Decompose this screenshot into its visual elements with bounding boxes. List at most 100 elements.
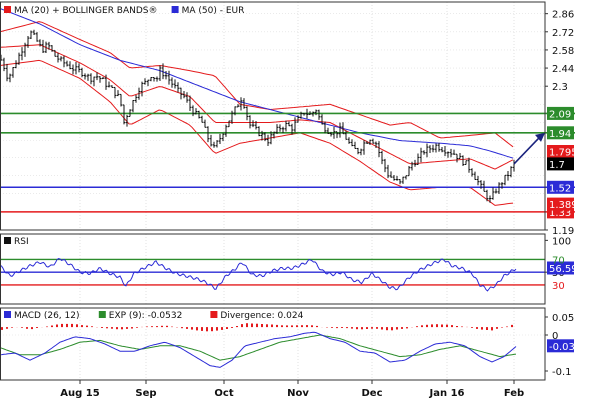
rsi-badge-0-label: 56.59 [549, 264, 578, 275]
ohlc-bar [104, 74, 108, 90]
rsi-panel [0, 258, 545, 292]
level-badge-2: 1.52 [547, 180, 574, 194]
ohlc-bar [149, 77, 153, 82]
ohlc-bar [392, 175, 396, 181]
legend-swatch-0 [4, 311, 11, 318]
lower-bollinger-band [0, 59, 514, 206]
ohlc-bar [458, 153, 462, 159]
legend-label-1: EXP (9): -0.0532 [109, 311, 183, 321]
ohlc-bar [383, 158, 387, 173]
ohlc-bar [500, 182, 504, 189]
ohlc-bar [368, 139, 372, 145]
ohlc-bar [347, 137, 351, 144]
level-badge-2-label: 1.52 [549, 183, 571, 194]
macd-frame [0, 307, 546, 381]
ohlc-bar [59, 56, 63, 62]
ohlc-bar [137, 87, 141, 100]
ohlc-bar [488, 195, 492, 203]
ohlc-bar [461, 155, 465, 166]
level-badge-3-label: 1.33 [549, 208, 571, 219]
x-tick-label-1: Sep [135, 388, 156, 399]
divergence-histogram [1, 323, 513, 332]
ohlc-bar [179, 87, 183, 100]
ohlc-bar [476, 175, 480, 186]
ohlc-bar [14, 60, 18, 69]
price-badge-0-label: 1.7958 [549, 148, 584, 159]
ohlc-bar [134, 94, 138, 103]
upper-bollinger-band [0, 21, 514, 148]
ohlc-bar [5, 63, 9, 82]
x-tick-label-2: Oct [214, 388, 233, 399]
ohlc-bar [188, 95, 192, 111]
ohlc-bar [371, 138, 375, 144]
ohlc-bar [401, 176, 405, 184]
ohlc-bar [290, 123, 294, 135]
ohlc-bar [80, 67, 84, 78]
ohlc-bar [266, 134, 270, 146]
ohlc-bar [62, 55, 66, 68]
legend-label-0: MACD (26, 12) [14, 311, 80, 321]
ohlc-bar [410, 161, 414, 171]
ohlc-bar [473, 171, 477, 180]
ohlc-bar [407, 166, 411, 177]
ohlc-bar [416, 153, 420, 165]
legend-swatch-1 [98, 311, 106, 318]
ohlc-bar [11, 67, 15, 78]
ohlc-bar [422, 150, 426, 155]
ohlc-bar [353, 141, 357, 149]
price-tick-label-3: 2.44 [552, 64, 574, 75]
ohlc-bar [305, 108, 309, 119]
ohlc-bar [257, 126, 261, 137]
ohlc-bar [284, 120, 288, 132]
ohlc-bar [185, 92, 189, 103]
forecast-arrow-shaft [513, 135, 542, 165]
ohlc-bar [17, 52, 21, 65]
ohlc-bar [47, 41, 51, 50]
ohlc-bar [329, 131, 333, 137]
ohlc-bar [377, 141, 381, 158]
ohlc-bar [77, 63, 81, 73]
price-tick-label-0: 2.86 [552, 10, 574, 21]
ohlc-bar [110, 85, 114, 88]
price-badge-1-box [547, 157, 574, 171]
ohlc-bar [419, 147, 423, 163]
legend-swatch-0 [4, 237, 11, 244]
ohlc-bars [0, 29, 516, 203]
legends: MA (20) + BOLLINGER BANDS® MA (50) - EUR R… [4, 6, 304, 321]
level-badge-1: 1.94 [547, 126, 574, 140]
ohlc-bar [395, 175, 399, 181]
ohlc-bar [335, 131, 339, 139]
ohlc-bar [308, 111, 312, 115]
ohlc-bar [251, 120, 255, 128]
level-badge-0-label: 2.09 [549, 109, 571, 120]
ohlc-bar [386, 164, 390, 179]
level-badge-1-box [547, 126, 574, 140]
ohlc-bar [338, 122, 342, 138]
ohlc-bar [182, 91, 186, 99]
ohlc-bar [299, 111, 303, 119]
ohlc-bar [269, 131, 273, 145]
ohlc-bar [119, 93, 123, 107]
ohlc-bar [113, 87, 117, 99]
legend-label-0: RSI [14, 237, 29, 247]
ohlc-bar [455, 153, 459, 163]
ohlc-bar [242, 98, 246, 109]
ohlc-bar [452, 149, 456, 155]
ohlc-bar [374, 141, 378, 148]
ohlc-bar [50, 45, 54, 52]
legend-label-0: MA (20) + BOLLINGER BANDS® [14, 6, 158, 16]
macd-tick-label-0: 0.05 [552, 313, 574, 324]
ohlc-bar [68, 61, 72, 70]
ohlc-bar [398, 179, 402, 185]
price-badge-1: 1.7 [547, 157, 574, 171]
ohlc-bar [509, 166, 513, 178]
ohlc-bar [497, 182, 501, 194]
ohlc-bar [23, 42, 27, 57]
ohlc-bar [230, 110, 234, 124]
ohlc-bar [26, 36, 30, 48]
x-tick-label-4: Dec [361, 388, 382, 399]
legend-label-1: MA (50) - EUR [182, 6, 245, 16]
ohlc-bar [470, 168, 474, 177]
rsi-level-label-2: 30 [552, 281, 565, 292]
ohlc-bar [485, 189, 489, 202]
